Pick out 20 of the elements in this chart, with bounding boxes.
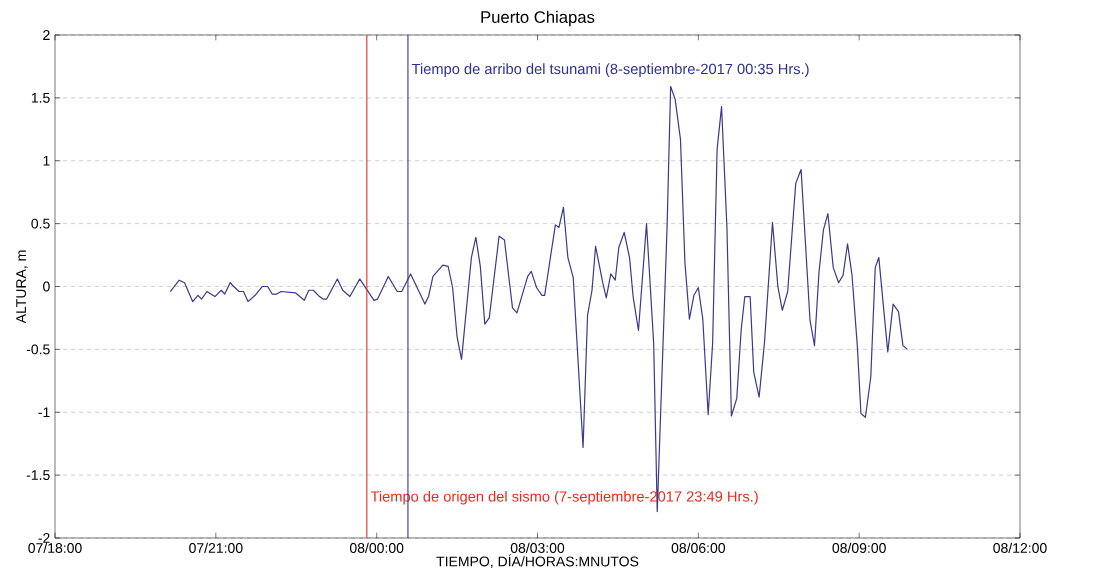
y-tick-label: 1 xyxy=(43,155,50,166)
y-tick-label: 0 xyxy=(43,281,50,292)
x-tick-label: 08/06:00 xyxy=(671,542,726,553)
x-tick-label: 08/00:00 xyxy=(349,542,404,553)
x-tick-label: 08/09:00 xyxy=(832,542,886,553)
y-tick-label: -0.5 xyxy=(26,344,50,355)
ref-line-label: Tiempo de arribo del tsunami (8-septiembre-2017 00:35 Hrs.) xyxy=(411,63,809,78)
y-tick-label: -1 xyxy=(38,407,50,418)
y-tick-label: -2 xyxy=(38,533,50,543)
y-axis-title: ALTURA, m xyxy=(16,250,28,324)
y-tick-label: -1.5 xyxy=(26,470,50,481)
chart-title: Puerto Chiapas xyxy=(481,10,595,27)
x-tick-label: 08/03:00 xyxy=(510,542,565,553)
x-tick-label: 08/12:00 xyxy=(993,542,1047,553)
x-tick-label: 07/18:00 xyxy=(28,542,82,553)
y-tick-label: 2 xyxy=(43,30,50,40)
x-tick-label: 07/21:00 xyxy=(189,542,243,553)
y-tick-label: 0.5 xyxy=(31,218,50,229)
y-tick-label: 1.5 xyxy=(31,93,50,103)
x-axis-title: TIEMPO, DÍA/HORAS:MNUTOS xyxy=(436,554,639,569)
